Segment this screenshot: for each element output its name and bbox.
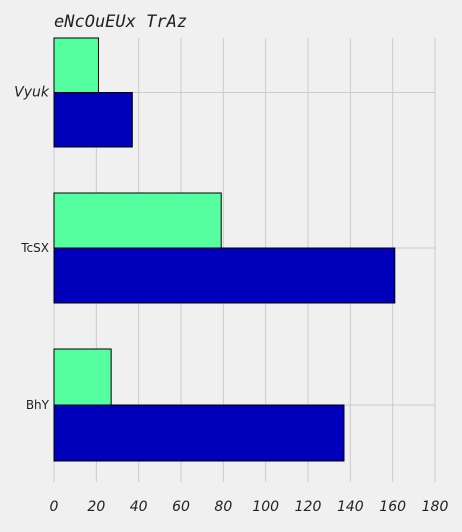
chart-title: eNcOuEUx TrAz <box>54 12 187 32</box>
category-label: TcSX <box>20 241 49 255</box>
category-label: BhY <box>26 398 50 412</box>
x-tick-labels: 0 20 40 60 80 100 120 140 160 180 <box>50 499 449 515</box>
x-tick-label: 40 <box>130 499 148 515</box>
bar-series-1-bhy <box>53 404 345 462</box>
bar-series-2-bhy <box>53 348 112 406</box>
bar-series-1-vyuk <box>53 92 133 148</box>
x-tick-label: 120 <box>295 499 322 515</box>
x-tick-label: 20 <box>87 499 105 515</box>
category-labels: Vyuk TcSX BhY <box>14 85 50 413</box>
x-tick-label: 100 <box>252 499 279 515</box>
x-tick-label: 80 <box>214 499 232 515</box>
bar-series-2-tcsx <box>53 192 222 249</box>
x-tick-label: 160 <box>379 499 406 515</box>
category-label: Vyuk <box>14 85 50 101</box>
bar-series-1-tcsx <box>53 247 396 304</box>
bars-layer <box>53 37 396 462</box>
x-tick-label: 0 <box>50 499 59 515</box>
x-tick-label: 140 <box>337 499 364 515</box>
x-tick-label: 180 <box>422 499 449 515</box>
x-tick-label: 60 <box>172 499 190 515</box>
bar-series-2-vyuk <box>53 37 99 93</box>
